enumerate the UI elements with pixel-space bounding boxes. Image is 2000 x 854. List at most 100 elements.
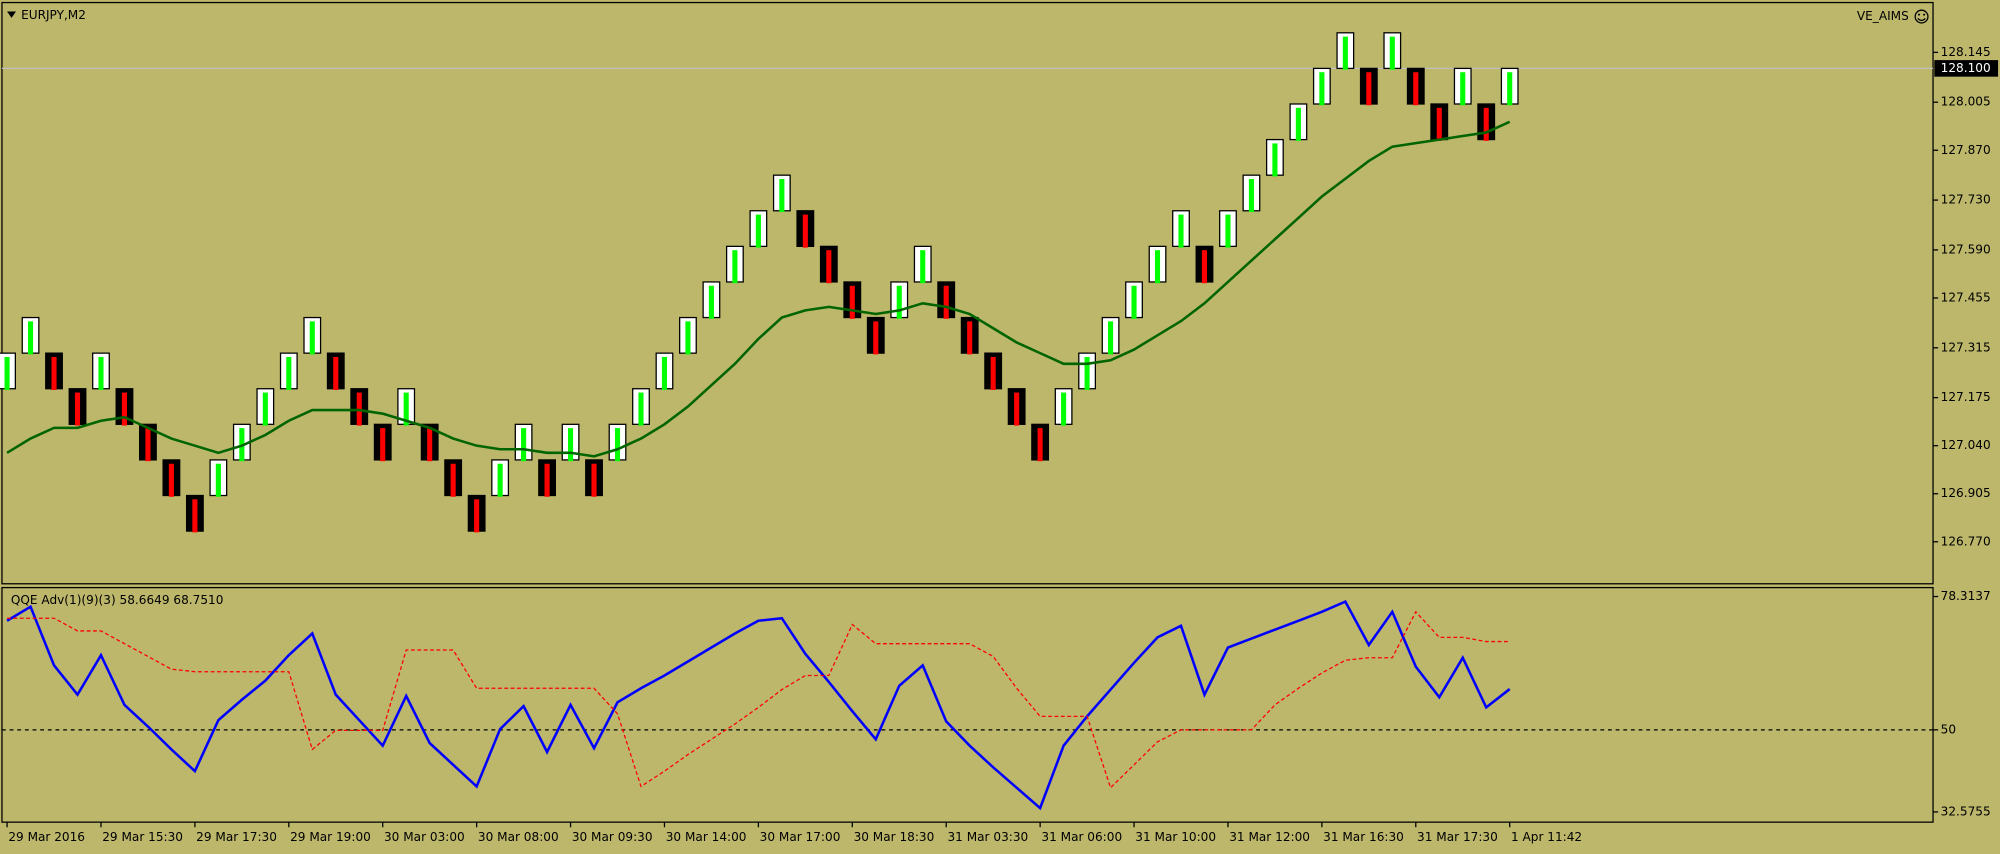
bull-bar [638,392,644,426]
bear-bar [427,428,433,462]
bear-bar [51,356,57,391]
bear-bar [74,392,81,426]
bull-bar [755,214,761,248]
indicator-panel [1,586,1934,823]
bear-bar [121,392,128,426]
y-tick-label: 126.770 [1941,534,1991,548]
y-tick-label: 127.870 [1941,143,1991,157]
bear-bar [1436,107,1442,141]
bull-bar [403,392,409,426]
x-tick-label: 31 Mar 06:00 [1041,830,1122,844]
bull-bar [497,463,503,497]
bull-bar [779,178,785,213]
x-tick-label: 31 Mar 12:00 [1229,830,1310,844]
bull-bar [732,250,738,284]
x-tick-label: 31 Mar 17:30 [1417,830,1498,844]
bear-bar [1483,107,1489,141]
bull-bar [1178,214,1184,248]
current-price-box [1934,60,1999,77]
y-tick-label: 127.175 [1941,390,1991,404]
signal-line [7,610,1510,789]
bear-bar [474,499,480,533]
y-tick-label: 126.905 [1941,486,1991,500]
bear-bar [826,250,832,284]
y-tick-label: 127.455 [1941,290,1991,304]
bull-bar [568,428,574,462]
bear-bar [967,321,973,355]
y-tick-label: 127.040 [1941,438,1991,452]
bull-bar [1248,178,1254,213]
bear-bar [591,463,597,497]
x-tick-label: 31 Mar 16:30 [1323,830,1404,844]
bear-bar [333,356,339,391]
x-tick-label: 30 Mar 08:00 [478,830,559,844]
bull-bar [521,428,527,462]
x-tick-label: 1 Apr 11:42 [1511,830,1582,844]
x-tick-label: 29 Mar 2016 [8,830,85,844]
bull-bar [215,463,221,497]
bull-bar [1272,143,1278,177]
bull-bar [661,356,668,391]
bull-bar [1389,36,1395,70]
bull-bar [4,356,10,391]
bear-bar [544,463,550,497]
bear-bar [1413,72,1419,106]
bull-bar [309,321,315,355]
bull-bar [1460,72,1466,106]
y-tick-label: 127.730 [1941,193,1991,207]
bull-bar [685,321,691,355]
bull-bar [98,356,104,391]
x-tick-label: 29 Mar 15:30 [102,830,183,844]
x-tick-label: 30 Mar 18:30 [854,830,935,844]
bear-bar [192,499,198,533]
y-tick-label: 128.145 [1941,45,1991,59]
current-price-label: 128.100 [1941,61,1991,75]
y-tick-label: 127.315 [1941,340,1991,354]
main-panel [1,1,1934,585]
bull-bar [1131,285,1137,319]
y-tick-label: 78.3137 [1941,589,1991,603]
bull-bar [1342,36,1348,70]
bear-bar [1366,72,1372,106]
x-tick-label: 31 Mar 03:30 [947,830,1028,844]
bear-bar [450,463,456,497]
bull-bar [920,250,926,284]
bull-bar [1319,72,1325,106]
bull-bar [1225,214,1231,248]
expert-smiley [1914,9,1929,24]
bear-bar [873,321,879,355]
x-tick-label: 29 Mar 19:00 [290,830,371,844]
bull-bar [1154,250,1161,284]
bull-bar [614,428,621,462]
symbol-menu-arrow[interactable] [7,11,16,18]
bull-bar [1108,321,1114,355]
x-tick-label: 30 Mar 17:00 [760,830,841,844]
bear-bar [943,285,949,319]
moving-average [6,120,1511,458]
y-tick-label: 32.5755 [1941,804,1991,818]
bull-bar [708,285,714,319]
bull-bar [1084,356,1090,391]
expert-label: VE_AIMS [1857,9,1909,23]
bull-bar [27,321,34,355]
qqe-line [6,599,1511,811]
bull-bar [262,392,268,426]
indicator-title: QQE Adv(1)(9)(3) 58.6649 68.7510 [11,593,224,607]
bear-bar [145,428,151,462]
x-tick-label: 30 Mar 09:30 [572,830,653,844]
bull-bar [1061,392,1067,426]
x-tick-label: 30 Mar 14:00 [666,830,747,844]
bear-bar [1201,250,1208,284]
x-tick-label: 29 Mar 17:30 [196,830,277,844]
x-tick-label: 31 Mar 10:00 [1135,830,1216,844]
bear-bar [1037,428,1043,462]
y-tick-label: 128.005 [1941,95,1991,109]
symbol-title: EURJPY,M2 [21,8,86,22]
y-tick-label: 50 [1941,722,1956,736]
bear-bar [380,428,386,462]
bull-bar [1295,107,1301,141]
bull-bar [896,285,902,319]
